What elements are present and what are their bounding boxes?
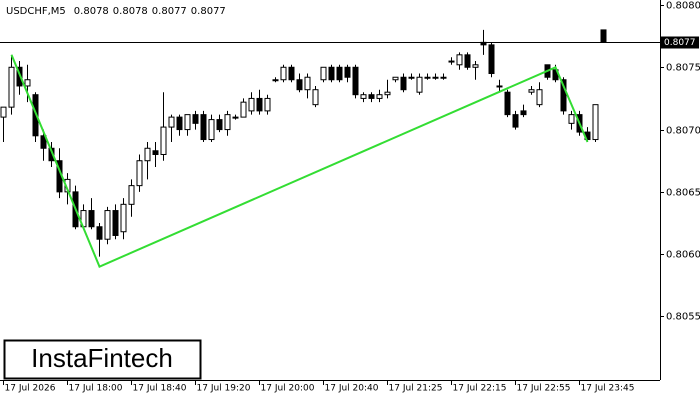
candle-body bbox=[104, 210, 111, 240]
x-tick-label: 17 Jul 21:25 bbox=[389, 384, 443, 394]
y-tick-label: 0.8060 bbox=[666, 250, 700, 261]
candle-body bbox=[208, 119, 215, 141]
x-tick-label: 17 Jul 18:40 bbox=[133, 384, 187, 394]
candle-body bbox=[136, 160, 143, 187]
candle-body bbox=[360, 94, 367, 99]
candle-body bbox=[32, 94, 39, 137]
candle-body bbox=[8, 66, 15, 108]
y-tick-label: 0.8070 bbox=[666, 126, 700, 137]
candle-body bbox=[312, 89, 319, 106]
candle-body bbox=[472, 64, 479, 68]
logo-box bbox=[3, 339, 202, 380]
candle-body bbox=[0, 106, 7, 118]
x-tick-label: 17 Jul 19:20 bbox=[197, 384, 251, 394]
candle-body bbox=[392, 76, 399, 81]
candle-body bbox=[384, 91, 391, 96]
header-ohlc: 0.8078 0.8078 0.8077 0.8077 bbox=[74, 6, 226, 17]
candle-body bbox=[152, 150, 159, 155]
y-tick-label: 0.8065 bbox=[666, 188, 700, 199]
candle-body bbox=[528, 89, 535, 93]
candle-body bbox=[536, 89, 543, 106]
candle-body bbox=[368, 94, 375, 99]
candle-body bbox=[464, 54, 471, 68]
candle-body bbox=[184, 114, 191, 131]
candle-body bbox=[24, 79, 31, 87]
candle-body bbox=[376, 94, 383, 99]
candle-body bbox=[488, 44, 495, 75]
header-value: 0.8077 bbox=[191, 6, 226, 17]
x-tick-label: 17 Jul 20:00 bbox=[261, 384, 315, 394]
x-tick-label: 17 Jul 2026 bbox=[5, 384, 56, 394]
candle-body bbox=[440, 76, 447, 79]
candle-body bbox=[456, 54, 463, 66]
current-price-label: 0.8077 bbox=[664, 38, 696, 48]
candle-body bbox=[336, 66, 343, 81]
candle-body bbox=[320, 66, 327, 81]
x-tick-label: 17 Jul 22:55 bbox=[517, 384, 571, 394]
candle-body bbox=[416, 76, 423, 93]
candle-body bbox=[512, 114, 519, 128]
candle-body bbox=[40, 135, 47, 149]
candle-body bbox=[232, 116, 239, 119]
x-tick-label: 17 Jul 20:40 bbox=[325, 384, 379, 394]
candle-body bbox=[96, 226, 103, 240]
candle-body bbox=[352, 66, 359, 96]
plot-area bbox=[0, 29, 607, 268]
candle-body bbox=[344, 66, 351, 78]
candle-body bbox=[408, 76, 415, 79]
candle-body bbox=[328, 66, 335, 81]
logo: InstaFintech bbox=[31, 343, 173, 373]
candle-body bbox=[120, 203, 127, 233]
candle-body bbox=[400, 76, 407, 91]
candle-body bbox=[496, 85, 503, 88]
candle-body bbox=[176, 116, 183, 131]
candle-body bbox=[248, 97, 255, 112]
candle-body bbox=[424, 76, 431, 79]
y-tick-label: 0.8080 bbox=[666, 1, 700, 12]
candle-body bbox=[240, 101, 247, 118]
candle-body bbox=[264, 97, 271, 112]
candle-body bbox=[216, 119, 223, 131]
candle-body bbox=[160, 126, 167, 155]
candle-body bbox=[144, 147, 151, 162]
x-tick-label: 17 Jul 22:15 bbox=[453, 384, 507, 394]
candle-body bbox=[256, 97, 263, 112]
y-tick-label: 0.8075 bbox=[666, 63, 700, 74]
candle-body bbox=[560, 79, 567, 112]
candle-body bbox=[192, 114, 199, 124]
candle-body bbox=[600, 29, 607, 43]
x-tick-label: 17 Jul 18:00 bbox=[69, 384, 123, 394]
candle-body bbox=[224, 114, 231, 131]
candle-body bbox=[200, 114, 207, 141]
candle-body bbox=[520, 110, 527, 116]
chart-title: USDCHF,M5 bbox=[6, 6, 66, 17]
header-value: 0.8077 bbox=[152, 6, 187, 17]
candle-body bbox=[168, 116, 175, 128]
candle-body bbox=[48, 147, 55, 162]
candle-body bbox=[288, 66, 295, 81]
candle-body bbox=[128, 185, 135, 205]
candle-body bbox=[280, 66, 287, 81]
pattern-line bbox=[10, 54, 589, 268]
header-value: 0.8078 bbox=[74, 6, 109, 17]
candle-body bbox=[112, 210, 119, 236]
y-tick-label: 0.8055 bbox=[666, 312, 700, 323]
candle-body bbox=[504, 91, 511, 116]
candle-body bbox=[432, 76, 439, 79]
candle-body bbox=[296, 79, 303, 91]
candle-body bbox=[272, 79, 279, 82]
header-value: 0.8078 bbox=[113, 6, 148, 17]
x-tick-label: 17 Jul 23:45 bbox=[581, 384, 635, 394]
candle-body bbox=[304, 76, 311, 91]
candle-body bbox=[568, 114, 575, 124]
candle-body bbox=[592, 104, 599, 141]
candle-body bbox=[448, 60, 455, 63]
current-price-box bbox=[661, 36, 699, 49]
candle-body bbox=[88, 210, 95, 228]
